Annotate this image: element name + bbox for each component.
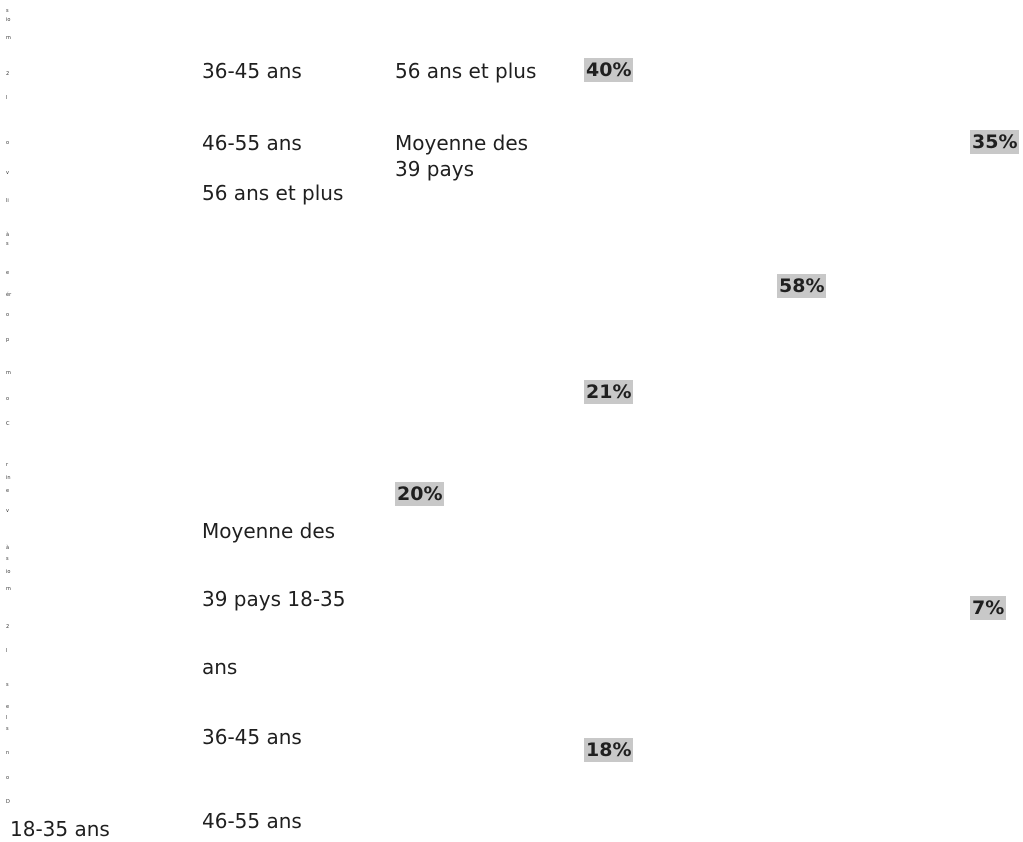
axis-letter: m [6, 586, 11, 592]
pct-58: 58% [777, 274, 827, 298]
pct-18: 18% [584, 738, 634, 762]
axis-letter: io [6, 569, 11, 575]
axis-letter: li [6, 198, 9, 204]
label-moyenne-col2-line1: Moyenne des [395, 131, 529, 155]
axis-letter: e [6, 488, 10, 494]
axis-letter: s [6, 726, 9, 732]
axis-letter: C [6, 421, 10, 427]
axis-letter: o [6, 140, 10, 146]
axis-letter: l [6, 648, 8, 654]
axis-letter: r [6, 462, 9, 468]
axis-letter: e [6, 270, 10, 276]
label-moyenne-col2-line2: 39 pays [395, 157, 475, 181]
pct-40: 40% [584, 58, 634, 82]
axis-letter: à [6, 232, 10, 238]
axis-letter: D [6, 799, 10, 805]
axis-letter: o [6, 775, 10, 781]
axis-letter: s [6, 241, 9, 247]
pct-7: 7% [970, 596, 1007, 620]
axis-letter: in [6, 475, 11, 481]
axis-letter: à [6, 545, 10, 551]
axis-letter: o [6, 312, 10, 318]
axis-letter: o [6, 396, 10, 402]
axis-letter: v [6, 170, 9, 176]
pct-35: 35% [970, 130, 1020, 154]
label-ans: ans [202, 655, 238, 679]
axis-letter: p [6, 337, 10, 343]
label-18-35-bottom-left: 18-35 ans [10, 817, 110, 841]
label-56-plus-col2: 56 ans et plus [395, 59, 537, 83]
axis-letter: m [6, 35, 11, 41]
label-46-55-bottom: 46-55 ans [202, 809, 302, 833]
axis-letter: 2 [6, 624, 10, 630]
label-36-45-top: 36-45 ans [202, 59, 302, 83]
axis-letter: l [6, 95, 8, 101]
axis-letter: s [6, 8, 9, 14]
axis-letter: e [6, 704, 10, 710]
pct-20: 20% [395, 482, 445, 506]
label-moyenne-bottom: Moyenne des [202, 519, 336, 543]
label-39-pays-18-35: 39 pays 18-35 [202, 587, 346, 611]
label-56-plus-top: 56 ans et plus [202, 181, 344, 205]
axis-letter: v [6, 508, 9, 514]
pct-21: 21% [584, 380, 634, 404]
axis-letter: s [6, 556, 9, 562]
axis-letter: n [6, 750, 10, 756]
label-36-45-bottom: 36-45 ans [202, 725, 302, 749]
axis-letter: ér [6, 292, 12, 298]
axis-letter: m [6, 370, 11, 376]
axis-letter: 2 [6, 71, 10, 77]
axis-letter: s [6, 682, 9, 688]
axis-letter: io [6, 17, 11, 23]
label-46-55-top: 46-55 ans [202, 131, 302, 155]
axis-letter: l [6, 715, 8, 721]
